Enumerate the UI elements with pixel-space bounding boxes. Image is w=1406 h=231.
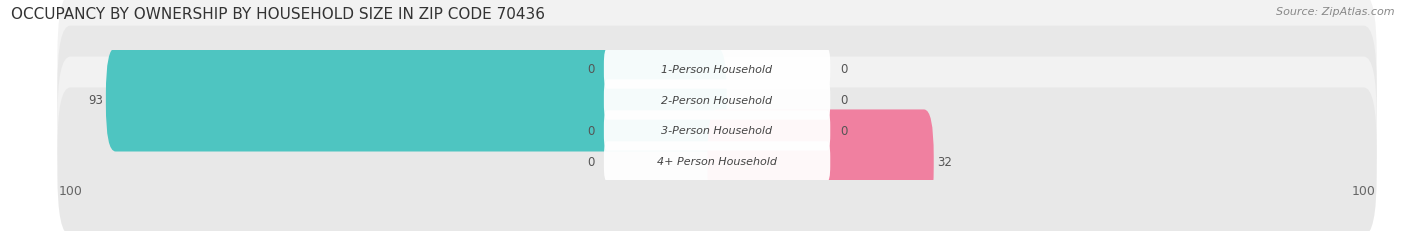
Text: 2-Person Household: 2-Person Household <box>661 95 773 105</box>
Text: OCCUPANCY BY OWNERSHIP BY HOUSEHOLD SIZE IN ZIP CODE 70436: OCCUPANCY BY OWNERSHIP BY HOUSEHOLD SIZE… <box>11 7 546 22</box>
FancyBboxPatch shape <box>605 49 830 89</box>
Text: 0: 0 <box>586 125 595 137</box>
Text: 0: 0 <box>839 125 848 137</box>
Text: 0: 0 <box>586 155 595 168</box>
Text: Source: ZipAtlas.com: Source: ZipAtlas.com <box>1277 7 1395 17</box>
Text: 93: 93 <box>87 94 103 106</box>
FancyBboxPatch shape <box>58 0 1376 143</box>
FancyBboxPatch shape <box>105 48 727 152</box>
Text: 32: 32 <box>936 155 952 168</box>
FancyBboxPatch shape <box>58 88 1376 231</box>
Text: 1-Person Household: 1-Person Household <box>661 64 773 74</box>
Text: 0: 0 <box>839 94 848 106</box>
FancyBboxPatch shape <box>605 80 830 120</box>
Text: 3-Person Household: 3-Person Household <box>661 126 773 136</box>
FancyBboxPatch shape <box>58 57 1376 204</box>
FancyBboxPatch shape <box>58 27 1376 174</box>
FancyBboxPatch shape <box>707 110 934 213</box>
Text: 4+ Person Household: 4+ Person Household <box>657 157 778 167</box>
Text: 0: 0 <box>586 63 595 76</box>
Text: 0: 0 <box>839 63 848 76</box>
FancyBboxPatch shape <box>605 142 830 182</box>
FancyBboxPatch shape <box>605 111 830 151</box>
